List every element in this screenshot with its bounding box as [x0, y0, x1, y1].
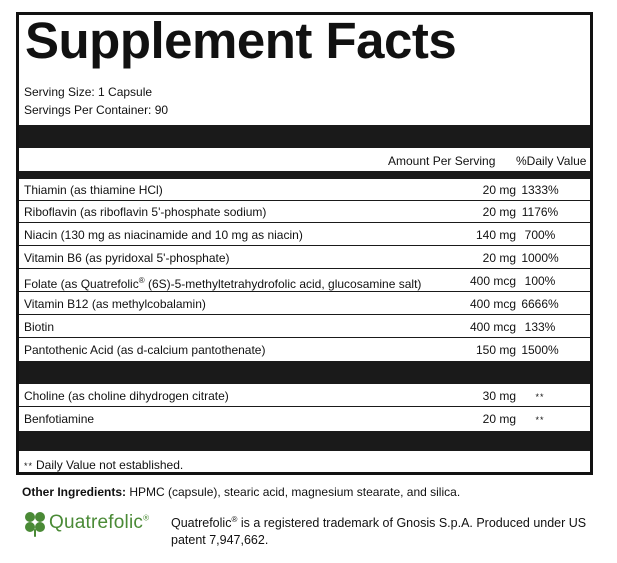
footnote-star: **	[24, 461, 34, 471]
table-row: Choline (as choline dihydrogen citrate) …	[19, 385, 590, 407]
table-row: Folate (as Quatrefolic® (6S)-5-methyltet…	[19, 270, 590, 292]
nutrient-amount: 150 mg	[475, 343, 516, 357]
table-row: Riboflavin (as riboflavin 5'-phosphate s…	[19, 201, 590, 223]
nutrient-name: Vitamin B12 (as methylcobalamin)	[24, 297, 206, 311]
thick-divider-top	[19, 125, 590, 148]
nutrient-daily-value: 1176%	[521, 205, 559, 219]
clover-icon	[25, 512, 45, 537]
footnote: ** Daily Value not established.	[24, 458, 183, 473]
nutrient-amount: 140 mg	[475, 228, 516, 242]
table-row: Vitamin B12 (as methylcobalamin) 400 mcg…	[19, 293, 590, 315]
nutrient-daily-value: 1500%	[521, 343, 559, 357]
nutrient-name: Pantothenic Acid (as d-calcium pantothen…	[24, 343, 266, 357]
nutrient-amount: 20 mg	[482, 412, 516, 426]
panel-title: Supplement Facts	[25, 12, 457, 69]
table-row: Vitamin B6 (as pyridoxal 5'-phosphate) 2…	[19, 247, 590, 269]
nutrient-name: Benfotiamine	[24, 412, 95, 426]
other-ingredients-label: Other Ingredients:	[22, 485, 127, 499]
thick-divider-bottom	[19, 431, 590, 451]
nutrient-name: Folate (as Quatrefolic® (6S)-5-methyltet…	[24, 276, 422, 291]
nutrient-amount: 400 mcg	[469, 320, 516, 334]
nutrient-daily-value: **	[535, 415, 545, 425]
trademark-notice: Quatrefolic® is a registered trademark o…	[171, 515, 587, 548]
table-row: Niacin (130 mg as niacinamide and 10 mg …	[19, 224, 590, 246]
nutrient-name: Vitamin B6 (as pyridoxal 5'-phosphate)	[24, 251, 230, 265]
nutrient-daily-value: 100%	[524, 274, 556, 288]
serving-size: Serving Size: 1 Capsule	[24, 85, 153, 99]
other-ingredients: Other Ingredients: HPMC (capsule), stear…	[22, 485, 460, 499]
nutrient-daily-value: 6666%	[521, 297, 559, 311]
thick-divider-middle	[19, 361, 590, 384]
logo-wordmark: Quatrefolic®	[49, 512, 150, 533]
table-row: Thiamin (as thiamine HCl) 20 mg 1333%	[19, 179, 590, 201]
daily-value-header: %Daily Value	[516, 154, 587, 168]
supplement-facts-panel: Supplement Facts Serving Size: 1 Capsule…	[16, 12, 593, 475]
header-divider	[19, 171, 590, 179]
nutrient-name: Niacin (130 mg as niacinamide and 10 mg …	[24, 228, 303, 242]
nutrient-name: Riboflavin (as riboflavin 5'-phosphate s…	[24, 205, 267, 219]
other-ingredients-text: HPMC (capsule), stearic acid, magnesium …	[126, 485, 461, 499]
nutrient-amount: 20 mg	[482, 183, 516, 197]
nutrient-amount: 20 mg	[482, 205, 516, 219]
nutrient-name: Biotin	[24, 320, 55, 334]
nutrient-amount: 400 mcg	[469, 274, 516, 288]
nutrient-daily-value: 700%	[524, 228, 556, 242]
nutrient-amount: 20 mg	[482, 251, 516, 265]
table-row: Pantothenic Acid (as d-calcium pantothen…	[19, 339, 590, 361]
nutrient-amount: 30 mg	[482, 389, 516, 403]
amount-per-serving-header: Amount Per Serving	[388, 154, 496, 168]
table-row: Benfotiamine 20 mg **	[19, 408, 590, 430]
servings-per-container: Servings Per Container: 90	[24, 103, 169, 117]
nutrient-daily-value: **	[535, 392, 545, 402]
footnote-text: Daily Value not established.	[36, 458, 184, 472]
nutrient-daily-value: 1000%	[521, 251, 559, 265]
quatrefolic-logo: Quatrefolic®	[22, 508, 168, 544]
nutrient-amount: 400 mcg	[469, 297, 516, 311]
nutrient-name: Thiamin (as thiamine HCl)	[24, 183, 163, 197]
nutrient-name: Choline (as choline dihydrogen citrate)	[24, 389, 229, 403]
table-row: Biotin 400 mcg 133%	[19, 316, 590, 338]
nutrient-daily-value: 133%	[524, 320, 556, 334]
nutrient-daily-value: 1333%	[521, 183, 559, 197]
